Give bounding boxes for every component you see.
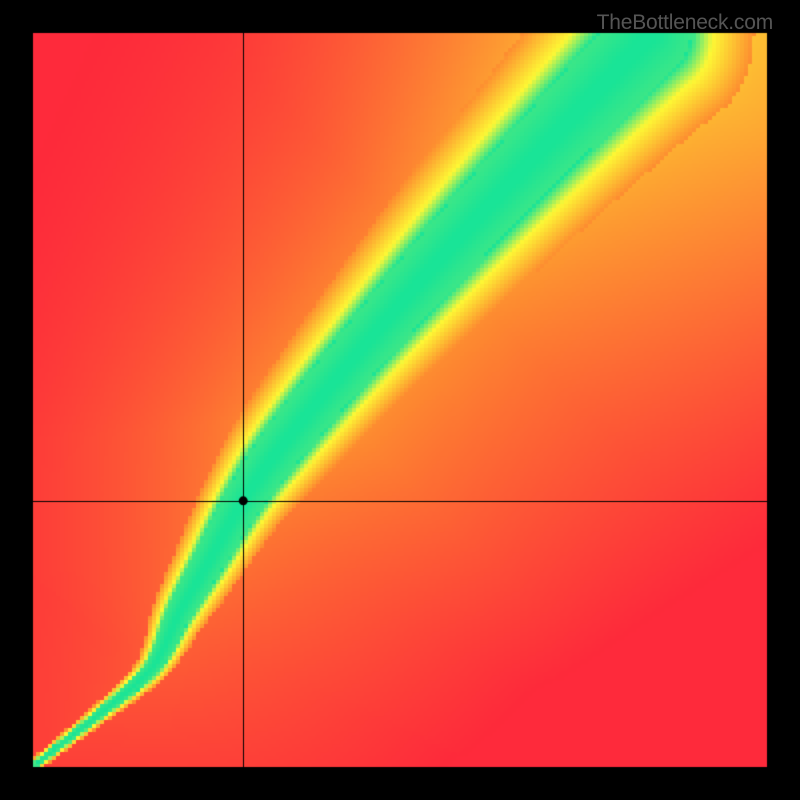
root: TheBottleneck.com (0, 0, 800, 800)
heatmap-canvas (0, 0, 800, 800)
watermark-text: TheBottleneck.com (597, 11, 773, 35)
